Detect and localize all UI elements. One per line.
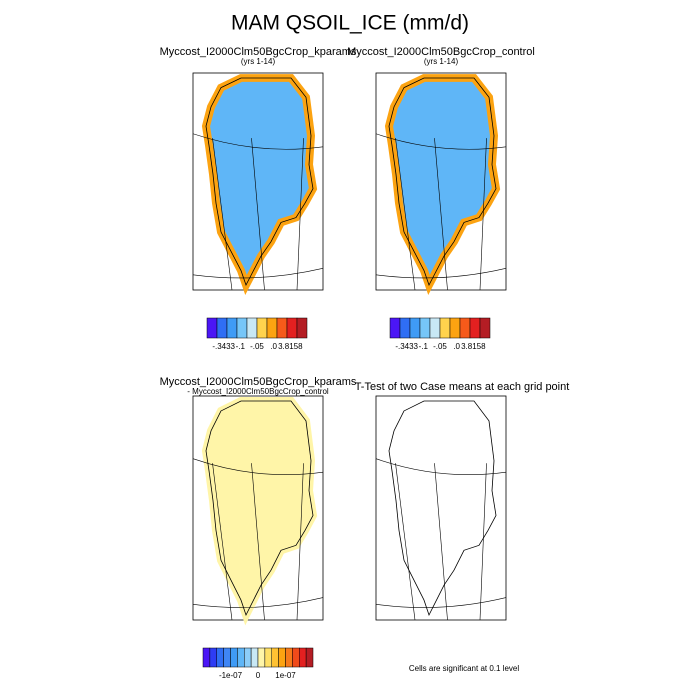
meridian — [212, 463, 233, 621]
colorbar-label: -.1 — [419, 342, 429, 351]
colorbar-swatch — [216, 647, 224, 668]
colorbar-swatch — [256, 317, 268, 339]
colorbar-label: -1e-07 — [219, 671, 243, 680]
colorbar-swatch — [449, 317, 461, 339]
meridian — [479, 463, 487, 621]
colorbar-swatch — [299, 647, 307, 668]
colorbar-label: -.3433 — [395, 342, 418, 351]
colorbar-swatch — [296, 317, 308, 339]
colorbar-swatch — [209, 647, 217, 668]
colorbar-label: -.3433 — [212, 342, 235, 351]
parallel — [375, 268, 507, 279]
colorbar-swatch — [202, 647, 211, 668]
colorbar-swatch — [286, 317, 298, 339]
meridian — [434, 463, 448, 621]
colorbar-swatch — [246, 317, 258, 339]
panel-title: (yrs 1-14) — [241, 57, 276, 66]
map — [192, 395, 324, 621]
colorbar-label: -.05 — [250, 342, 264, 351]
parallel — [192, 268, 324, 279]
colorbar-swatch — [469, 317, 481, 339]
colorbar-swatch — [419, 317, 431, 339]
meridian — [251, 463, 265, 621]
colorbar-swatch — [389, 317, 401, 339]
meridian — [251, 138, 265, 291]
note: Cells are significant at 0.1 level — [409, 664, 520, 673]
colorbar-label: 1e-07 — [275, 671, 296, 680]
map — [192, 72, 324, 291]
panel-title: Myccost_I2000Clm50BgcCrop_control — [347, 46, 535, 58]
parallel — [192, 597, 324, 608]
colorbar-swatch — [439, 317, 451, 339]
colorbar-swatch — [226, 317, 238, 339]
meridian — [479, 138, 487, 291]
parallel — [375, 133, 507, 150]
colorbar-swatch — [216, 317, 228, 339]
colorbar-label: -.1 — [236, 342, 246, 351]
parallel — [375, 458, 507, 475]
panel-title: - Myccost_I2000Clm50BgcCrop_control — [187, 387, 329, 396]
meridian — [212, 138, 233, 291]
panel-title: (yrs 1-14) — [424, 57, 459, 66]
parallel — [192, 133, 324, 150]
colorbar-swatch — [271, 647, 279, 668]
parallel — [375, 597, 507, 608]
colorbar-label: 3.8158 — [461, 342, 486, 351]
colorbar-swatch — [305, 647, 314, 668]
colorbar-swatch — [479, 317, 491, 339]
panel-title: T-Test of two Case means at each grid po… — [355, 381, 570, 393]
panel-title: Myccost_I2000Clm50BgcCrop_kparams — [160, 46, 357, 58]
colorbar-label: 0 — [256, 671, 261, 680]
colorbar-swatch — [257, 647, 266, 668]
colorbar-swatch — [250, 647, 259, 668]
colorbar-label: .0 — [270, 342, 277, 351]
colorbar-swatch — [223, 647, 231, 668]
colorbar-swatch — [276, 317, 288, 339]
meridian — [434, 138, 448, 291]
colorbar-swatch — [285, 647, 293, 668]
map — [375, 395, 507, 621]
meridian — [296, 138, 304, 291]
colorbar-swatch — [266, 317, 278, 339]
meridian — [395, 138, 416, 291]
title: MAM QSOIL_ICE (mm/d) — [231, 12, 469, 35]
colorbar-swatch — [206, 317, 218, 339]
colorbar-swatch — [278, 647, 286, 668]
colorbar-swatch — [230, 647, 238, 668]
meridian — [395, 463, 416, 621]
colorbar-swatch — [292, 647, 300, 668]
colorbar-swatch — [409, 317, 421, 339]
colorbar-swatch — [237, 647, 245, 668]
colorbar-swatch — [264, 647, 272, 668]
colorbar-swatch — [459, 317, 471, 339]
map-frame — [375, 395, 507, 621]
colorbar-swatch — [244, 647, 252, 668]
colorbar-label: 3.8158 — [278, 342, 303, 351]
colorbar-swatch — [236, 317, 248, 339]
meridian — [296, 463, 304, 621]
map — [375, 72, 507, 291]
colorbar-swatch — [429, 317, 441, 339]
colorbar-swatch — [399, 317, 411, 339]
colorbar-label: .0 — [453, 342, 460, 351]
colorbar-label: -.05 — [433, 342, 447, 351]
panel-title: Myccost_I2000Clm50BgcCrop_kparams — [160, 376, 357, 388]
parallel — [192, 458, 324, 475]
